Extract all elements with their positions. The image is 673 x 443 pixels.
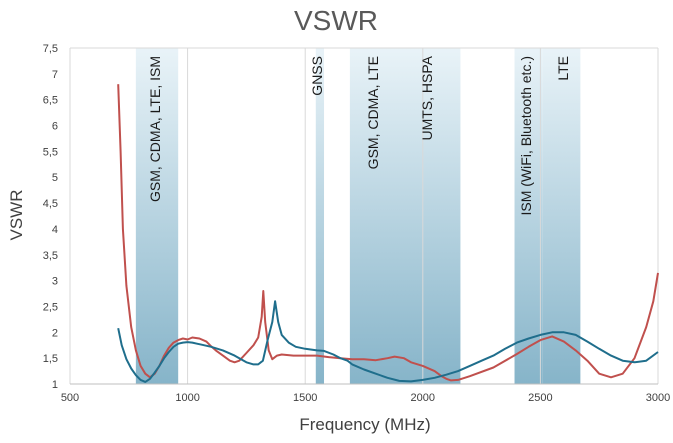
band-rect (315, 48, 325, 384)
y-tick-label: 7 (52, 69, 58, 81)
y-tick-label: 3 (52, 276, 58, 288)
y-tick-label: 2 (52, 327, 58, 339)
y-tick-label: 5 (52, 172, 58, 184)
grid (69, 47, 659, 385)
band-rect (514, 48, 543, 384)
y-tick-label: 7,5 (43, 43, 58, 55)
x-tick-label: 500 (61, 392, 79, 404)
x-tick-label: 3000 (646, 392, 670, 404)
y-tick-label: 6,5 (43, 95, 58, 107)
frequency-bands (135, 48, 581, 384)
chart-title: VSWR (294, 5, 378, 36)
series-line-2 (117, 300, 659, 383)
x-tick-label: 2000 (411, 392, 435, 404)
band-label: GSM, CDMA, LTE (365, 56, 381, 169)
band-label: UMTS, HSPA (419, 55, 435, 140)
y-tick-label: 4,5 (43, 198, 58, 210)
band-label: GNSS (309, 56, 325, 96)
y-tick-label: 6 (52, 121, 58, 133)
y-tick-label: 1 (52, 379, 58, 391)
x-tick-label: 2500 (528, 392, 552, 404)
band-label: ISM (WiFi, Bluetooth etc.) (518, 56, 534, 215)
y-tick-label: 1,5 (43, 353, 58, 365)
band-rect (349, 48, 423, 384)
band-labels: GSM, CDMA, LTE, ISM GNSS GSM, CDMA, LTE UMT… (147, 55, 571, 215)
y-tick-label: 2,5 (43, 301, 58, 313)
y-axis-label: VSWR (7, 190, 26, 241)
x-axis-label: Frequency (MHz) (299, 415, 430, 434)
y-tick-label: 5,5 (43, 146, 58, 158)
band-label: LTE (555, 56, 571, 81)
x-tick-labels: 500 1000 1500 2000 2500 3000 (61, 392, 670, 404)
x-tick-label: 1000 (175, 392, 199, 404)
band-rect (422, 48, 461, 384)
series-line-1 (117, 84, 659, 382)
band-label: GSM, CDMA, LTE, ISM (147, 56, 163, 202)
band-rect (542, 48, 581, 384)
y-tick-label: 3,5 (43, 250, 58, 262)
x-tick-label: 1500 (293, 392, 317, 404)
series-lines (117, 84, 659, 383)
band-rect (135, 48, 179, 384)
y-tick-labels: 1 1,5 2 2,5 3 3,5 4 4,5 5 5,5 6 6,5 7 7,5 (43, 43, 58, 391)
y-tick-label: 4 (52, 224, 58, 236)
